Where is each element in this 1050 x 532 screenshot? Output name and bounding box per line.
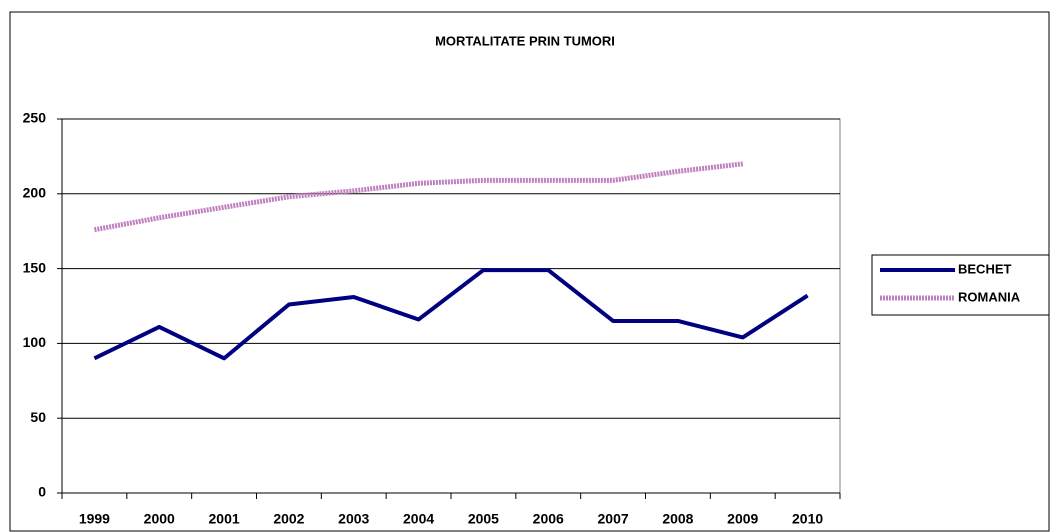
y-tick-label: 200	[23, 185, 47, 201]
x-tick-label: 2004	[403, 511, 434, 527]
y-tick-label: 150	[23, 259, 47, 275]
legend-label: BECHET	[958, 261, 1012, 276]
y-tick-label: 50	[30, 409, 46, 425]
x-tick-label: 2006	[533, 511, 564, 527]
x-tick-label: 2007	[598, 511, 629, 527]
x-tick-label: 2003	[338, 511, 369, 527]
x-tick-label: 2010	[792, 511, 823, 527]
series-line	[93, 268, 809, 361]
x-tick-label: 2008	[662, 511, 693, 527]
x-tick-label: 1999	[79, 511, 110, 527]
chart-title: MORTALITATE PRIN TUMORI	[435, 33, 615, 48]
x-tick-label: 2005	[468, 511, 499, 527]
x-tick-label: 2001	[209, 511, 240, 527]
y-tick-label: 0	[38, 484, 46, 500]
series-line	[93, 161, 744, 233]
plot-area	[61, 118, 841, 494]
legend-box	[871, 254, 1050, 316]
x-tick-label: 2000	[144, 511, 175, 527]
x-tick-label: 2002	[273, 511, 304, 527]
y-tick-label: 250	[23, 110, 47, 126]
x-tick-label: 2009	[727, 511, 758, 527]
legend-label: ROMANIA	[958, 289, 1021, 304]
y-tick-label: 100	[23, 334, 47, 350]
